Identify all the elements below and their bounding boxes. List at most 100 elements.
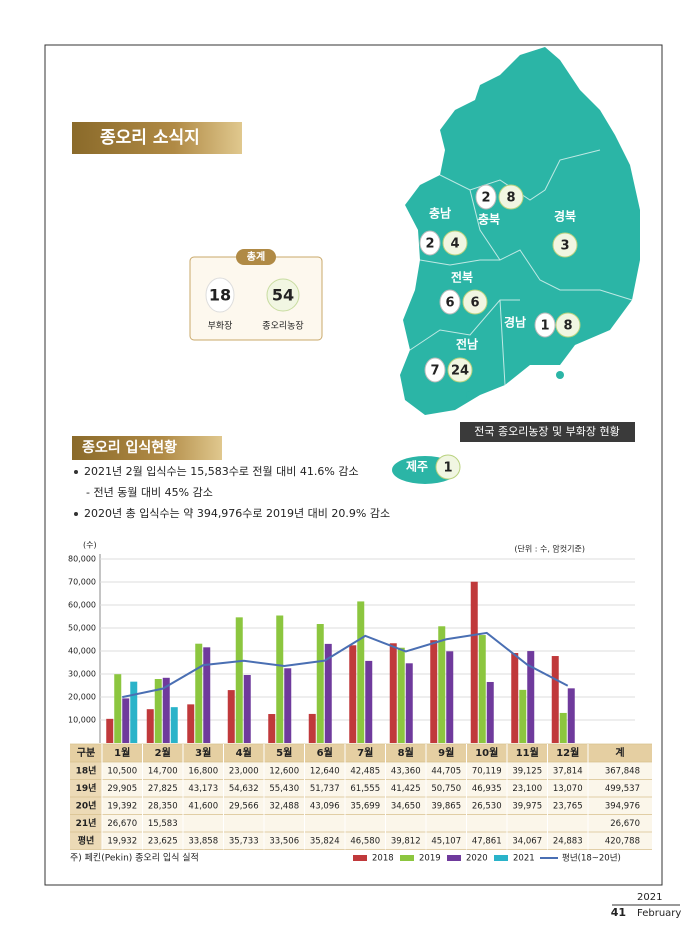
hatchery-badge <box>419 230 441 256</box>
map-caption-bg <box>460 422 635 442</box>
bar <box>122 698 130 743</box>
y-tick-label: 80,000 <box>68 555 96 564</box>
farm-count: 6 <box>470 296 479 311</box>
table-cell: 50,750 <box>431 784 461 794</box>
table-cell: 10,500 <box>107 766 137 776</box>
table-cell: 13,070 <box>553 784 583 794</box>
newsletter-title: 종오리 소식지 <box>100 128 200 148</box>
legend-swatch <box>494 855 508 861</box>
bar <box>357 601 365 743</box>
hatchery-label: 부화장 <box>208 321 233 332</box>
region-name: 제주 <box>406 460 428 474</box>
bar <box>470 581 478 743</box>
bar <box>316 624 324 743</box>
page-number: 41 <box>611 906 626 919</box>
bar <box>170 707 178 743</box>
table-cell: 39,865 <box>431 801 461 811</box>
y-tick-label: 40,000 <box>68 647 96 656</box>
legend-label: 2019 <box>419 854 441 864</box>
bar <box>527 651 535 743</box>
bar <box>130 681 138 743</box>
table-rowlabel-bg <box>70 762 102 850</box>
hatchery-count: 6 <box>445 296 454 311</box>
footer-year: 2021 <box>637 892 662 903</box>
table-cell: 32,488 <box>269 801 299 811</box>
y-tick-label: 20,000 <box>68 693 96 702</box>
table-cell: 12,600 <box>269 766 299 776</box>
bar <box>551 656 559 743</box>
table-cell: 23,765 <box>553 801 583 811</box>
bar <box>268 714 276 743</box>
table-month: 9월 <box>438 747 454 759</box>
bar <box>430 640 438 743</box>
table-cell: 26,670 <box>107 819 137 829</box>
table-month: 11월 <box>516 747 539 759</box>
bar <box>154 679 162 743</box>
region-name: 전북 <box>451 270 473 285</box>
bar <box>511 653 519 743</box>
bar <box>284 668 292 743</box>
y-tick-label: 10,000 <box>68 716 96 725</box>
table-cell: 19,392 <box>107 801 137 811</box>
table-cell: 70,119 <box>472 766 502 776</box>
table-month: 4월 <box>236 747 252 759</box>
table-total: 367,848 <box>605 766 640 776</box>
bar <box>162 677 170 743</box>
table-cell: 54,632 <box>229 784 259 794</box>
table-cell: 51,737 <box>310 784 340 794</box>
table-cell: 44,705 <box>431 766 461 776</box>
table-total: 394,976 <box>605 801 640 811</box>
bar <box>519 689 527 743</box>
section-title-bar <box>72 436 222 460</box>
table-month: 1월 <box>114 747 130 759</box>
farm-icon <box>266 278 300 312</box>
farm-badge <box>442 230 468 256</box>
table-cell: 19,932 <box>107 836 137 846</box>
table-cell: 28,350 <box>148 801 178 811</box>
region-name: 경북 <box>554 210 576 224</box>
farm-count: 4 <box>450 237 459 252</box>
table-row-label: 18년 <box>76 764 97 776</box>
table-month: 7월 <box>357 747 373 759</box>
legend-swatch <box>400 855 414 861</box>
bar <box>559 712 567 743</box>
bar <box>114 674 122 743</box>
bar <box>195 643 203 743</box>
table-total: 420,788 <box>605 836 640 846</box>
y-tick-label: 50,000 <box>68 624 96 633</box>
table-row-label: 19년 <box>76 782 97 794</box>
table-month: 10월 <box>475 747 498 759</box>
bar <box>146 709 154 743</box>
bullet <box>74 512 78 516</box>
table-cell: 24,883 <box>553 836 583 846</box>
table-body-bg <box>102 762 652 850</box>
table-cell: 16,800 <box>188 766 218 776</box>
table-cell: 29,905 <box>107 784 137 794</box>
farm-badge <box>447 357 473 383</box>
hatchery-count: 2 <box>481 191 490 206</box>
egg-icon <box>205 277 235 313</box>
table-row-label: 21년 <box>76 817 97 829</box>
bar <box>478 635 486 743</box>
footnote: 주) 페킨(Pekin) 종오리 입식 실적 <box>70 852 199 864</box>
unit-note: (단위 : 수, 암컷기준) <box>514 544 585 554</box>
table-cell: 39,975 <box>512 801 542 811</box>
hatchery-count: 18 <box>209 286 231 305</box>
farm-badge <box>462 289 488 315</box>
table-cell: 61,555 <box>350 784 380 794</box>
farm-count: 54 <box>272 286 294 305</box>
legend-label: 2021 <box>513 854 535 864</box>
legend-label: 평년(18~20년) <box>562 853 621 864</box>
bar <box>446 651 454 743</box>
table-row-label: 20년 <box>76 799 97 811</box>
table-cell: 14,700 <box>148 766 178 776</box>
table-cell: 43,360 <box>391 766 421 776</box>
table-cell: 34,067 <box>512 836 542 846</box>
bar <box>308 713 316 743</box>
bar <box>349 645 357 743</box>
bar <box>567 688 575 743</box>
y-axis-label: (수) <box>83 541 97 550</box>
table-cell: 33,506 <box>269 836 299 846</box>
hatchery-badge <box>475 184 497 210</box>
